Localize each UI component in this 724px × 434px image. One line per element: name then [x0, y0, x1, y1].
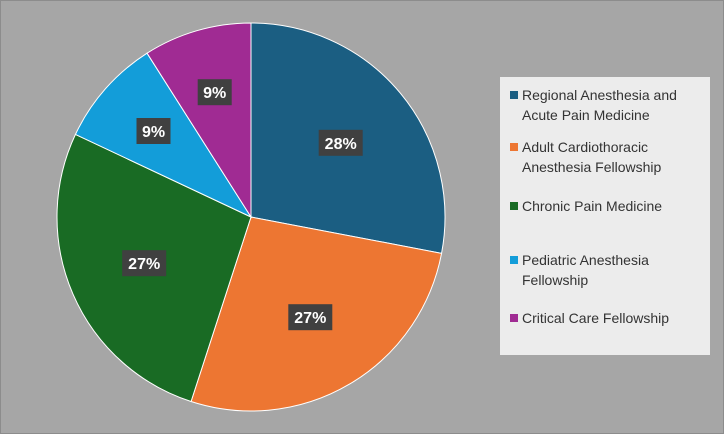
legend: Regional Anesthesia and Acute Pain Medic…: [500, 77, 710, 355]
data-label-box: [136, 118, 171, 144]
legend-label: Regional Anesthesia and Acute Pain Medic…: [522, 87, 677, 123]
data-label-box: [318, 129, 363, 156]
legend-label: Adult Cardiothoracic Anesthesia Fellowsh…: [522, 139, 662, 175]
data-label-box: [197, 79, 232, 106]
legend-swatch-pediatric-anesthesia: [510, 256, 518, 264]
data-label-text: 9%: [203, 85, 226, 102]
pie-slice-critical-care: [146, 22, 252, 219]
data-label-box: [122, 250, 167, 277]
legend-label: Chronic Pain Medicine: [522, 198, 663, 214]
data-label-text: 9%: [142, 124, 165, 141]
data-label-box: [288, 304, 333, 331]
legend-swatch-chronic-pain: [510, 202, 518, 210]
data-label-regional-anesthesia: 28%: [318, 129, 363, 156]
legend-swatch-critical-care: [510, 314, 518, 322]
data-label-adult-cardiothoracic: 27%: [288, 304, 333, 331]
legend-label: Pediatric Anesthesia Fellowship: [522, 252, 649, 288]
data-label-critical-care: 9%: [197, 79, 232, 106]
data-label-chronic-pain: 27%: [122, 250, 167, 277]
legend-label: Critical Care Fellowship: [522, 310, 670, 326]
data-label-text: 27%: [128, 256, 160, 273]
data-label-pediatric-anesthesia: 9%: [136, 118, 171, 144]
data-label-text: 27%: [294, 310, 326, 327]
legend-swatch-adult-cardiothoracic: [510, 143, 518, 151]
legend-swatch-regional-anesthesia: [510, 91, 518, 99]
data-label-text: 28%: [325, 136, 357, 153]
